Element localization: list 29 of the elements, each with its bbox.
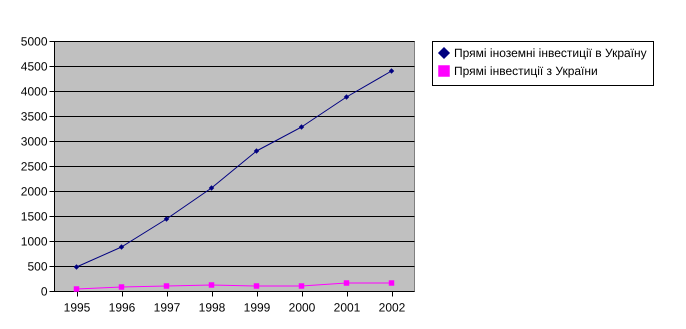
y-tick-label: 3000 bbox=[20, 134, 48, 148]
y-tick-label: 2500 bbox=[20, 160, 48, 174]
point bbox=[208, 185, 214, 191]
y-tick-label: 1500 bbox=[20, 210, 48, 224]
x-tick-label: 2002 bbox=[378, 300, 406, 314]
point bbox=[388, 68, 394, 74]
x-tick-label: 1999 bbox=[244, 300, 271, 314]
x-tick-label: 1996 bbox=[108, 300, 136, 314]
y-tick-label: 1000 bbox=[20, 234, 48, 248]
legend-label: Прямі іноземні інвестиції в Україну bbox=[454, 46, 647, 60]
y-tick-label: 500 bbox=[27, 260, 48, 274]
legend-label: Прямі інвестиції з України bbox=[454, 64, 598, 78]
point bbox=[298, 124, 304, 130]
x-tick-label: 1997 bbox=[154, 300, 181, 314]
point bbox=[164, 216, 170, 222]
y-tick-label: 5000 bbox=[20, 34, 48, 48]
y-tick-label: 0 bbox=[40, 284, 48, 298]
point bbox=[254, 148, 260, 154]
x-tick-label: 1995 bbox=[64, 300, 91, 314]
x-tick-label: 1998 bbox=[198, 300, 226, 314]
point bbox=[118, 244, 124, 250]
y-tick-label: 4000 bbox=[20, 84, 48, 98]
y-tick-label: 3500 bbox=[20, 110, 48, 124]
y-tick-label: 4500 bbox=[20, 60, 48, 74]
x-tick-label: 2000 bbox=[288, 300, 316, 314]
x-tick-label: 2001 bbox=[334, 300, 361, 314]
point bbox=[344, 94, 350, 100]
y-tick-label: 2000 bbox=[20, 184, 48, 198]
point bbox=[74, 264, 80, 270]
